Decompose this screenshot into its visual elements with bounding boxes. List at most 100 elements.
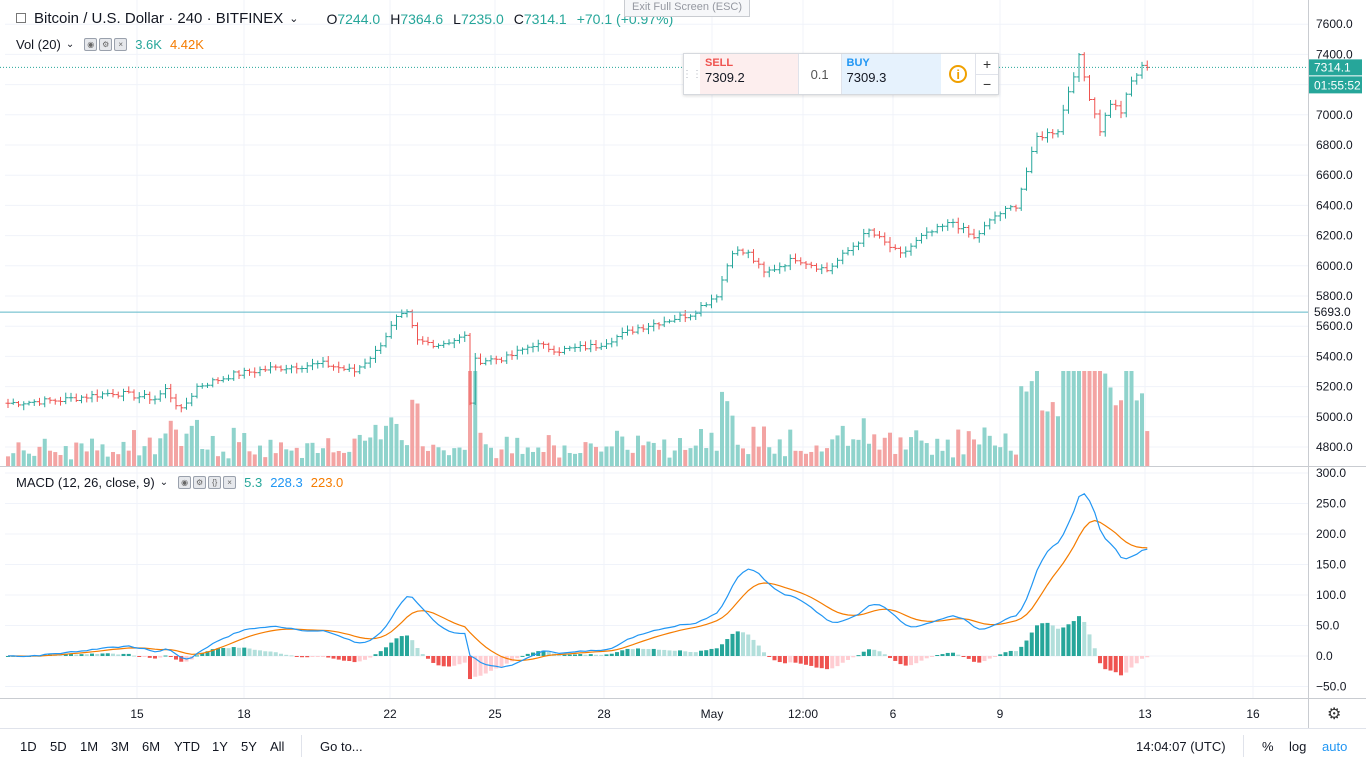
price-candle bbox=[373, 345, 378, 363]
exit-fullscreen-tooltip[interactable]: Exit Full Screen (ESC) bbox=[624, 0, 750, 17]
macd-histogram-bar bbox=[242, 647, 247, 656]
price-candle bbox=[488, 355, 494, 365]
macd-histogram-bar bbox=[504, 656, 509, 664]
close-icon[interactable]: × bbox=[114, 38, 128, 51]
price-candle bbox=[766, 266, 772, 278]
drag-handle-icon[interactable]: ⋮⋮ bbox=[682, 68, 702, 80]
macd-histogram-bar bbox=[1082, 621, 1087, 656]
time-tick-label: 15 bbox=[130, 707, 144, 721]
macd-histogram-bar bbox=[1014, 651, 1018, 656]
volume-bar bbox=[226, 458, 231, 466]
macd-histogram-bar bbox=[709, 648, 714, 656]
eye-icon[interactable]: ◉ bbox=[178, 476, 192, 489]
timeframe-1m[interactable]: 1M bbox=[80, 739, 99, 754]
auto-scale-toggle[interactable]: auto bbox=[1322, 739, 1348, 754]
quantity-field[interactable]: 0.1 bbox=[797, 54, 842, 94]
volume-bar bbox=[620, 436, 625, 466]
eye-icon[interactable]: ◉ bbox=[84, 38, 98, 51]
timeframe-all[interactable]: All bbox=[270, 739, 285, 754]
price-candle bbox=[835, 257, 840, 269]
horizontal-line-tag: 5693.0 bbox=[1309, 304, 1362, 321]
timeframe-5y[interactable]: 5Y bbox=[241, 739, 257, 754]
chevron-down-icon[interactable]: ⌄ bbox=[65, 39, 75, 50]
volume-title[interactable]: Vol (20) bbox=[16, 37, 61, 52]
buy-button[interactable]: BUY 7309.3 bbox=[841, 54, 942, 94]
price-candle bbox=[404, 309, 410, 318]
volume-bar bbox=[636, 435, 640, 466]
goto-date-button[interactable]: Go to... bbox=[320, 739, 363, 754]
timeframe-1d[interactable]: 1D bbox=[20, 739, 37, 754]
last-price-tag: 7314.1 bbox=[1309, 59, 1362, 76]
gear-icon[interactable]: ⚙ bbox=[1327, 706, 1342, 723]
macd-histogram-bar bbox=[331, 656, 336, 659]
chevron-down-icon[interactable]: ⌄ bbox=[159, 477, 169, 488]
price-candle bbox=[598, 342, 604, 351]
price-candle bbox=[840, 249, 846, 265]
macd-title[interactable]: MACD (12, 26, close, 9) bbox=[16, 475, 155, 490]
collapse-toggle-icon[interactable] bbox=[16, 13, 26, 23]
price-candle bbox=[226, 374, 231, 382]
log-scale-toggle[interactable]: log bbox=[1289, 739, 1307, 754]
timeframe-5d[interactable]: 5D bbox=[50, 739, 67, 754]
volume-bar bbox=[237, 442, 241, 466]
macd-histogram-bar bbox=[378, 651, 383, 656]
macd-histogram-bar bbox=[284, 654, 289, 656]
price-candle bbox=[945, 219, 951, 231]
volume-bar bbox=[1087, 371, 1092, 466]
volume-bar bbox=[625, 449, 630, 466]
price-candle bbox=[1034, 132, 1040, 154]
macd-histogram-bar bbox=[615, 652, 619, 656]
volume-bar bbox=[825, 448, 829, 466]
percent-scale-toggle[interactable]: % bbox=[1262, 739, 1274, 754]
macd-histogram-bar bbox=[1129, 656, 1134, 668]
volume-bar bbox=[525, 447, 530, 466]
decrease-button[interactable]: − bbox=[982, 76, 992, 93]
volume-bar bbox=[284, 449, 289, 466]
volume-bar bbox=[342, 452, 346, 466]
price-candle bbox=[509, 350, 515, 360]
utc-clock[interactable]: 14:04:07 (UTC) bbox=[1136, 739, 1226, 754]
price-candle bbox=[1060, 104, 1066, 135]
macd-histogram-bar bbox=[725, 639, 730, 656]
price-candle bbox=[121, 388, 126, 402]
symbol-title[interactable]: Bitcoin / U.S. Dollar · 240 · BITFINEX bbox=[34, 10, 284, 27]
settings-icon[interactable]: ⚙ bbox=[99, 38, 113, 51]
volume-bar bbox=[998, 447, 1003, 466]
macd-histogram-bar bbox=[578, 654, 583, 656]
settings-icon[interactable]: ⚙ bbox=[193, 476, 207, 489]
price-candle bbox=[352, 364, 357, 377]
info-button[interactable]: i bbox=[941, 54, 975, 94]
macd-histogram-bar bbox=[798, 656, 803, 664]
macd-histogram-bar bbox=[1029, 632, 1034, 656]
price-candle bbox=[903, 246, 909, 258]
chart-canvas[interactable]: 4800.0 5000.0 5200.0 5400.0 5600.0 5800.0 6000… bbox=[0, 0, 1366, 728]
macd-histogram-bar bbox=[546, 651, 551, 656]
price-candle bbox=[184, 397, 189, 410]
price-candle bbox=[425, 336, 431, 346]
price-candle bbox=[950, 218, 956, 228]
price-candle bbox=[698, 301, 704, 317]
close-icon[interactable]: × bbox=[223, 476, 237, 489]
sell-button[interactable]: SELL 7309.2 bbox=[700, 54, 798, 94]
increase-button[interactable]: + bbox=[976, 54, 998, 75]
macd-histogram-bar bbox=[856, 655, 861, 657]
macd-histogram-bar bbox=[289, 655, 294, 657]
macd-histogram-bar bbox=[756, 645, 761, 656]
macd-histogram-bar bbox=[436, 656, 441, 666]
timeframe-6m[interactable]: 6M bbox=[142, 739, 161, 754]
volume-bar bbox=[168, 420, 173, 466]
price-tick-label: 6200.0 bbox=[1316, 229, 1353, 243]
volume-bar bbox=[457, 447, 462, 466]
source-icon[interactable]: {} bbox=[208, 476, 222, 489]
timeframe-1y[interactable]: 1Y bbox=[212, 739, 228, 754]
time-tick-label: 18 bbox=[237, 707, 251, 721]
price-candle bbox=[787, 254, 793, 271]
buy-price: 7309.3 bbox=[846, 70, 887, 85]
timeframe-ytd[interactable]: YTD bbox=[174, 739, 200, 754]
timeframe-3m[interactable]: 3M bbox=[111, 739, 130, 754]
chevron-down-icon[interactable]: ⌄ bbox=[289, 13, 299, 25]
volume-bar bbox=[447, 455, 451, 466]
volume-bar bbox=[216, 456, 220, 466]
volume-bar bbox=[987, 435, 992, 466]
volume-bar bbox=[567, 452, 572, 466]
